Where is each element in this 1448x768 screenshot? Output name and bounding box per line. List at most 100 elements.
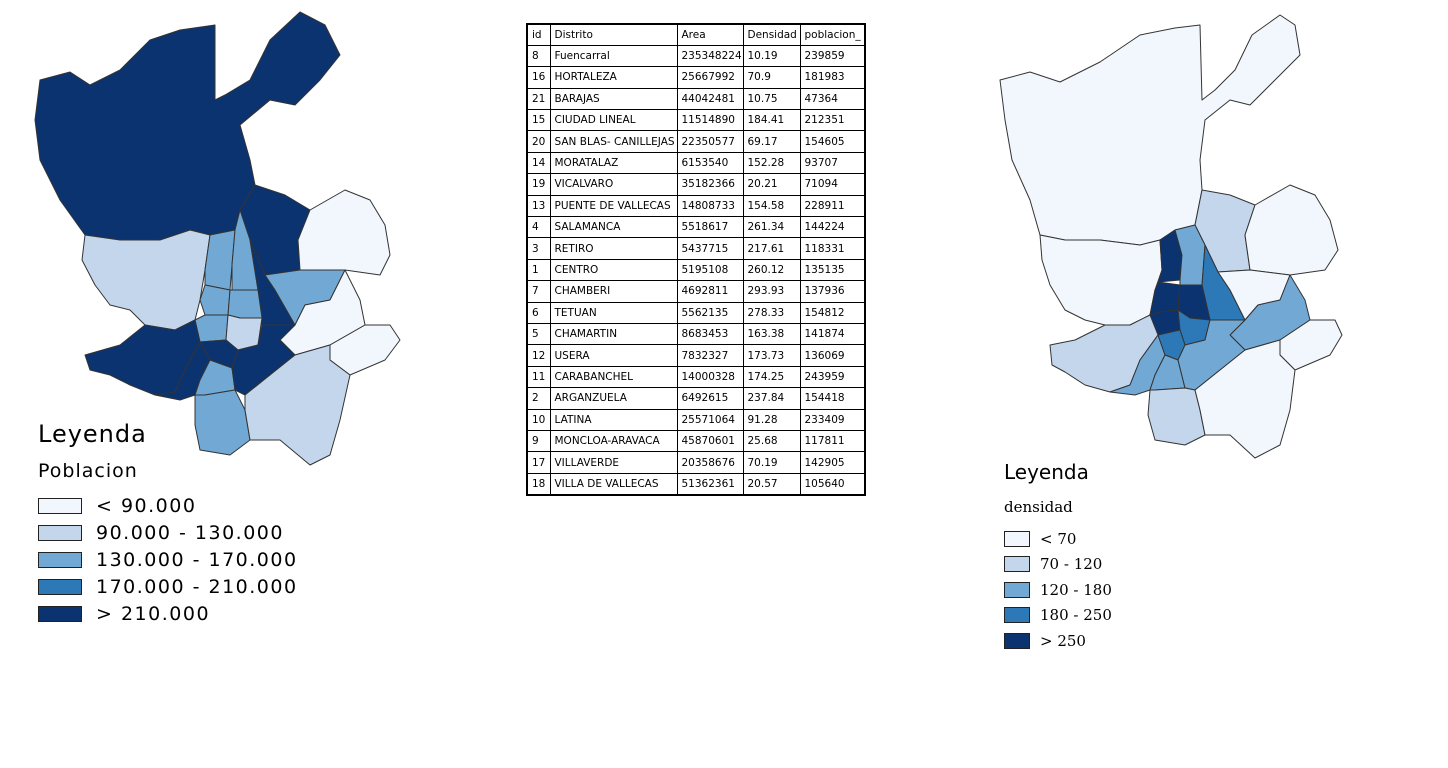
- table-cell: USERA: [549, 344, 678, 367]
- table-cell: 10: [526, 408, 551, 431]
- legend-swatch: [1004, 556, 1030, 573]
- legend-item: 70 - 120: [1004, 552, 1112, 578]
- table-cell: 135135: [799, 258, 866, 282]
- legend-swatch: [1004, 607, 1030, 624]
- table-cell: 5: [526, 322, 551, 346]
- district-barajas: [297, 189, 391, 276]
- legend-subtitle: Poblacion: [38, 460, 138, 482]
- table-cell: SALAMANCA: [549, 216, 678, 239]
- district-villa-vallecas: [1194, 339, 1296, 459]
- table-cell: 91.28: [742, 408, 801, 431]
- table-cell: 5437715: [676, 237, 744, 260]
- table-cell: 3: [526, 237, 551, 260]
- table-cell: 5195108: [676, 258, 744, 282]
- legend-swatch: [1004, 530, 1030, 547]
- table-header-cell: Densidad: [742, 23, 801, 46]
- table-cell: 154418: [799, 387, 866, 410]
- legend-item: 130.000 - 170.000: [38, 546, 298, 573]
- table-cell: 6492615: [676, 387, 744, 410]
- table-cell: 7832327: [676, 344, 744, 367]
- table-cell: 278.33: [742, 301, 801, 324]
- table-cell: 4: [526, 216, 551, 239]
- table-cell: 7: [526, 280, 551, 303]
- table-row: 7 CHAMBERI 4692811 293.93 137936: [526, 280, 866, 303]
- table-cell: 233409: [799, 408, 866, 431]
- legend-label: < 70: [1040, 529, 1077, 548]
- table-row: 12 USERA 7832327 173.73 136069: [526, 344, 866, 367]
- table-cell: 93707: [799, 151, 866, 175]
- table-cell: 13: [526, 194, 551, 218]
- table-cell: 35182366: [676, 173, 744, 196]
- legend-label: 90.000 - 130.000: [96, 521, 284, 544]
- table-row: 5 CHAMARTIN 8683453 163.38 141874: [526, 322, 866, 346]
- table-cell: 117811: [799, 429, 866, 453]
- table-cell: 44042481: [676, 87, 744, 111]
- table-cell: 260.12: [742, 258, 801, 282]
- table-cell: CHAMARTIN: [549, 322, 678, 346]
- table-row: 4 SALAMANCA 5518617 261.34 144224: [526, 216, 866, 239]
- table-row: 21 BARAJAS 44042481 10.75 47364: [526, 87, 866, 111]
- table-cell: 137936: [799, 280, 866, 303]
- table-row: 18 VILLA DE VALLECAS 51362361 20.57 105640: [526, 472, 866, 496]
- table-cell: 45870601: [676, 429, 744, 453]
- legend-item: 120 - 180: [1004, 577, 1112, 603]
- table-cell: 2: [526, 387, 551, 410]
- legend-title: Leyenda: [1004, 460, 1089, 484]
- legend-label: 130.000 - 170.000: [96, 548, 298, 571]
- legend-label: < 90.000: [96, 494, 197, 517]
- legend-title: Leyenda: [38, 420, 147, 448]
- table-row: 9 MONCLOA-ARAVACA 45870601 25.68 117811: [526, 429, 866, 453]
- table-cell: 105640: [799, 472, 866, 496]
- table-cell: 25667992: [676, 66, 744, 89]
- table-cell: CENTRO: [549, 258, 678, 282]
- table-cell: 136069: [799, 344, 866, 367]
- table-cell: 14808733: [676, 194, 744, 218]
- district-tetuan: [204, 229, 236, 291]
- table-cell: 71094: [799, 173, 866, 196]
- legend-item: < 90.000: [38, 492, 298, 519]
- table-row: 16 HORTALEZA 25667992 70.9 181983: [526, 66, 866, 89]
- district-table: id Distrito Area Densidad poblacion_ 8 Fuencar…: [526, 23, 866, 496]
- table-cell: VILLAVERDE: [549, 451, 678, 474]
- table-cell: 51362361: [676, 472, 744, 496]
- legend-label: > 250: [1040, 631, 1086, 650]
- legend-swatch: [38, 497, 82, 514]
- table-cell: BARAJAS: [549, 87, 678, 111]
- table-cell: 5562135: [676, 301, 744, 324]
- legend-swatch: [38, 551, 82, 568]
- table-cell: 4692811: [676, 280, 744, 303]
- table-cell: 239859: [799, 44, 866, 68]
- table-cell: 118331: [799, 237, 866, 260]
- district-chamberi: [199, 284, 231, 316]
- table-cell: 184.41: [742, 109, 801, 132]
- table-cell: 47364: [799, 87, 866, 111]
- table-row: 1 CENTRO 5195108 260.12 135135: [526, 258, 866, 282]
- table-cell: 152.28: [742, 151, 801, 175]
- table-cell: 25.68: [742, 429, 801, 453]
- density-map: [990, 0, 1350, 470]
- table-cell: 16: [526, 66, 551, 89]
- legend-swatch: [38, 605, 82, 622]
- table-cell: 6: [526, 301, 551, 324]
- table-cell: 142905: [799, 451, 866, 474]
- table-cell: 8: [526, 44, 551, 68]
- table-cell: 174.25: [742, 365, 801, 389]
- table-cell: 5518617: [676, 216, 744, 239]
- table-row: 15 CIUDAD LINEAL 11514890 184.41 212351: [526, 109, 866, 132]
- table-cell: 20358676: [676, 451, 744, 474]
- table-cell: 154812: [799, 301, 866, 324]
- population-map: [0, 0, 420, 480]
- legend-subtitle: densidad: [1004, 498, 1073, 516]
- table-row: 17 VILLAVERDE 20358676 70.19 142905: [526, 451, 866, 474]
- table-cell: 14: [526, 151, 551, 175]
- district-villa-vallecas: [244, 344, 351, 466]
- table-row: 10 LATINA 25571064 91.28 233409: [526, 408, 866, 431]
- table-cell: 15: [526, 109, 551, 132]
- table-cell: 11: [526, 365, 551, 389]
- legend-label: 120 - 180: [1040, 580, 1112, 599]
- legend-item: 180 - 250: [1004, 603, 1112, 629]
- district-barajas: [1244, 184, 1339, 276]
- table-cell: 14000328: [676, 365, 744, 389]
- table-cell: Fuencarral: [549, 44, 678, 68]
- table-row: 13 PUENTE DE VALLECAS 14808733 154.58 228911: [526, 194, 866, 218]
